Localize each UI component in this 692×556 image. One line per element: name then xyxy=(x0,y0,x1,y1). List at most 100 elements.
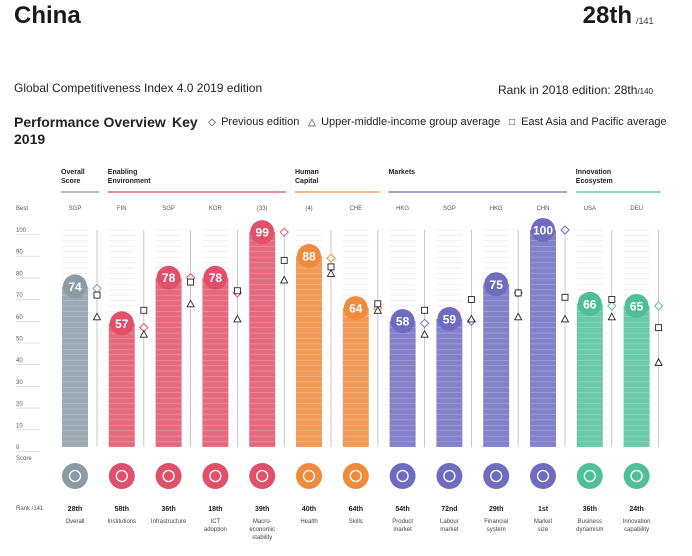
group-header-label: Capital xyxy=(295,178,318,185)
legend-label: East Asia and Pacific average xyxy=(521,116,667,128)
best-performer-label: CHE xyxy=(349,206,362,212)
score-value: 88 xyxy=(302,250,316,264)
region-average-marker xyxy=(608,295,616,303)
region-average-marker xyxy=(327,263,335,271)
overall-rank-of: /141 xyxy=(636,16,654,26)
axis-tick-label: 20 xyxy=(16,402,23,408)
overall-rank: 28th xyxy=(582,2,632,29)
category-label: adoption xyxy=(204,527,227,533)
category-label: Skills xyxy=(349,519,363,525)
score-value: 66 xyxy=(583,297,597,311)
previous-edition-marker xyxy=(279,227,289,237)
category-label: Labour xyxy=(440,519,459,525)
icon-glyph xyxy=(490,469,503,483)
icon-glyph xyxy=(209,469,222,483)
score-circle xyxy=(390,309,415,334)
rank-2018-label: Rank in 2018 edition: 28th/140 xyxy=(498,83,653,97)
axis-tick-label: 80 xyxy=(16,271,23,277)
group-header-label: Innovation xyxy=(576,169,611,176)
score-value: 75 xyxy=(490,278,504,292)
group-average-marker xyxy=(233,314,242,323)
heart-icon xyxy=(296,463,322,489)
score-bar xyxy=(62,286,88,447)
region-average-marker xyxy=(280,256,288,264)
score-circle xyxy=(203,265,228,290)
institutions-icon xyxy=(108,463,135,489)
region-average-marker xyxy=(467,295,475,303)
axis-tick-label: 0 xyxy=(16,445,20,451)
score-bar xyxy=(296,256,322,447)
edition-label: Global Competitiveness Index 4.0 2019 ed… xyxy=(14,81,263,95)
country-title: China xyxy=(14,2,81,29)
score-circle xyxy=(531,218,555,242)
door-icon xyxy=(576,463,603,489)
rank-2018-of: /140 xyxy=(637,87,654,96)
category-label: Financial xyxy=(484,519,508,525)
diamond-icon: ◇ xyxy=(208,117,216,128)
score-circle xyxy=(109,311,134,336)
icon-glyph xyxy=(349,469,362,483)
group-average-marker xyxy=(186,299,195,308)
rank-2018-text: Rank in 2018 edition: 28th xyxy=(498,83,638,97)
rank-value: 64th xyxy=(349,506,363,513)
previous-edition-marker xyxy=(653,301,664,311)
rank-value: 36th xyxy=(161,506,175,513)
score-circle xyxy=(250,220,275,245)
category-label: Health xyxy=(300,519,317,525)
best-performer-label: (33) xyxy=(257,206,268,212)
score-value: 78 xyxy=(209,271,223,285)
best-performer-label: SGP xyxy=(443,206,456,212)
score-value: 74 xyxy=(68,280,82,294)
previous-edition-marker xyxy=(560,225,570,235)
tag-icon xyxy=(389,463,416,489)
region-average-marker xyxy=(655,324,663,332)
category-label: ICT xyxy=(211,519,221,525)
region-average-marker xyxy=(140,306,148,314)
triangle-icon: △ xyxy=(308,117,316,128)
group-average-marker xyxy=(420,329,429,338)
category-label: Overall xyxy=(65,519,84,525)
best-performer-label: SGP xyxy=(162,206,175,212)
rank-value: 58th xyxy=(115,506,129,513)
rank-value: 29th xyxy=(489,506,503,513)
axis-tick-label: 50 xyxy=(16,337,23,343)
region-average-marker xyxy=(374,300,382,308)
group-average-marker xyxy=(92,312,102,321)
rank-value: 40th xyxy=(302,506,316,513)
rank-value: 1st xyxy=(538,506,549,513)
score-label: Score xyxy=(16,456,32,462)
score-value: 78 xyxy=(162,271,176,285)
category-label: Market xyxy=(534,519,553,525)
card-icon xyxy=(483,463,510,489)
group-header-label: Markets xyxy=(389,169,416,176)
group-average-marker xyxy=(467,314,476,323)
legend-group-average: △ Upper-middle-income group average xyxy=(306,116,500,128)
people-icon xyxy=(436,463,463,489)
region-average-marker xyxy=(187,278,195,286)
previous-edition-marker xyxy=(92,283,102,294)
key-label: Key xyxy=(172,114,198,130)
category-label: size xyxy=(538,527,549,533)
score-value: 57 xyxy=(115,317,129,331)
category-label: Macro- xyxy=(253,519,272,525)
score-bar xyxy=(155,277,182,447)
infrastructure-icon xyxy=(155,463,182,489)
score-circle xyxy=(437,306,462,331)
region-average-marker xyxy=(421,306,429,314)
axis-tick-label: 40 xyxy=(16,358,23,364)
skills-icon xyxy=(342,463,369,489)
score-value: 100 xyxy=(533,224,553,238)
icon-glyph xyxy=(396,469,409,483)
legend-previous-edition: ◇ Previous edition xyxy=(206,116,299,128)
icon-glyph xyxy=(302,469,316,483)
best-performer-label: USA xyxy=(584,206,596,212)
icon-glyph xyxy=(630,469,643,483)
best-performer-label: DEU xyxy=(630,206,643,212)
score-circle xyxy=(156,265,181,290)
axis-tick-label: 90 xyxy=(16,250,23,256)
category-label: Business xyxy=(578,519,602,525)
category-label: Institutions xyxy=(107,519,136,525)
category-label: stability xyxy=(252,535,272,541)
legend-label: Upper-middle-income group average xyxy=(321,116,501,128)
best-performer-label: CHN xyxy=(537,206,550,212)
